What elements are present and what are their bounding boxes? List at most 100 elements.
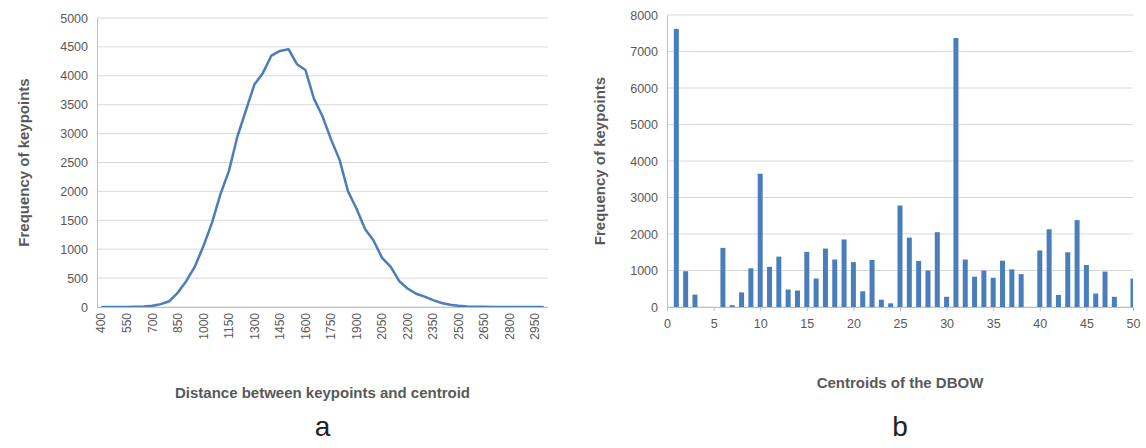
y-axis-title: Frequency of keypoints [15,78,32,246]
x-tick: 1750 [324,313,338,340]
bar [953,38,958,307]
y-tick: 4500 [60,40,97,54]
y-tick-label: 5000 [60,12,88,26]
y-tick-label: 1000 [630,264,658,278]
x-tick: 2800 [503,313,517,340]
x-tick: 30 [940,307,954,331]
caption: b [892,411,908,442]
x-tick-mark [714,307,715,311]
grid-line [97,104,548,105]
x-tick: 2500 [452,313,466,340]
x-axis-title: Centroids of the DBOW [817,374,984,391]
bar [907,238,912,307]
x-tick: 1150 [222,313,236,339]
bar [776,257,781,307]
bar [711,307,716,308]
x-axis-line [98,307,549,308]
bar [916,261,921,307]
grid [97,18,548,307]
bar [823,249,828,307]
x-tick: 40 [1033,307,1047,331]
x-tick: 2950 [528,313,542,340]
grid-line [97,278,548,279]
x-tick: 2350 [426,313,440,340]
bar [898,206,903,307]
bar [860,291,865,307]
grid-line [667,124,1133,125]
x-tick: 50 [1127,307,1141,331]
bar [1121,307,1126,308]
bar [870,260,875,307]
y-tick-label: 7000 [630,45,658,59]
x-axis: 05101520253035404550 [664,307,1140,331]
y-tick: 6000 [630,82,667,96]
grid-line [97,220,548,221]
y-tick-label: 3000 [60,127,88,141]
bar [851,262,856,307]
bar [1028,307,1033,308]
x-tick: 5 [711,307,718,331]
x-tick: 45 [1080,307,1094,331]
y-tick: 3500 [60,98,97,112]
x-tick-mark [993,307,994,311]
x-tick: 1900 [350,313,364,340]
y-axis: 0500100015002000250030003500400045005000 [60,12,97,315]
grid-line [667,197,1133,198]
x-tick-label: 35 [987,317,1001,331]
x-tick: 35 [987,307,1001,331]
y-axis-line [97,19,98,308]
x-tick-label: 40 [1033,317,1047,331]
y-tick-label: 0 [81,301,88,315]
grid [667,15,1133,307]
grid-line [667,51,1133,52]
x-axis: 4005507008501000115013001450160017501900… [94,308,548,340]
grid-line [97,46,548,47]
x-tick-label: 25 [894,317,908,331]
y-tick: 4000 [630,155,667,169]
bar [981,271,986,308]
grid-line [667,15,1133,16]
y-tick-label: 5000 [630,118,658,132]
bar [888,303,893,307]
bar [758,174,763,307]
y-tick-label: 4000 [60,69,88,83]
bar [1084,265,1089,307]
bar [1103,272,1108,307]
x-tick-label: 5 [711,317,718,331]
x-tick-mark [760,307,761,311]
x-tick: 25 [894,307,908,331]
x-tick: 2650 [477,313,491,340]
bar [832,260,837,307]
x-tick-mark [1040,307,1041,311]
y-tick: 7000 [630,45,667,59]
bar [1037,250,1042,307]
x-tick-label: 45 [1080,317,1094,331]
x-tick: 20 [847,307,861,331]
x-tick: 1450 [273,313,287,340]
y-tick: 8000 [630,9,667,23]
y-tick-label: 500 [67,272,88,286]
y-tick: 5000 [60,12,97,26]
y-tick: 0 [651,301,667,315]
y-tick: 3000 [60,127,97,141]
y-tick: 3000 [630,191,667,205]
y-tick-label: 2000 [630,228,658,242]
x-tick-label: 1150 [222,313,236,339]
bar [683,271,688,307]
y-tick: 500 [67,272,97,286]
x-tick-label: 50 [1127,317,1141,331]
bar [925,271,930,308]
plot-area [674,29,1133,307]
y-tick: 5000 [630,118,667,132]
y-tick-label: 4500 [60,40,88,54]
bar [1000,261,1005,307]
bar [739,292,744,307]
bar [702,307,707,308]
bar [1075,220,1080,307]
bar [1065,252,1070,307]
x-tick-mark [947,307,948,311]
chart: 0100020003000400050006000700080000510152… [591,9,1140,443]
grid-line [667,161,1133,162]
bar [963,260,968,307]
x-tick: 700 [146,313,160,333]
